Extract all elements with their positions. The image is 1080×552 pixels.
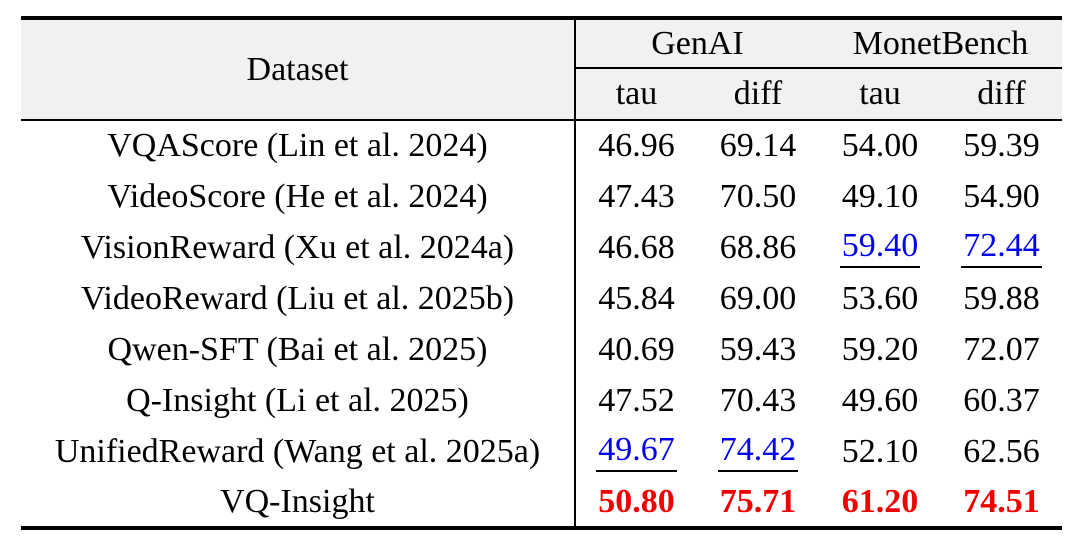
cell-value: 59.88 <box>963 279 1040 317</box>
row-label: VideoScore (He et al. 2024) <box>21 171 576 222</box>
cell-value: 72.07 <box>963 330 1040 368</box>
results-table-container: Dataset GenAI MonetBench tau diff tau di… <box>21 16 1062 530</box>
cell-value: 52.10 <box>841 432 919 470</box>
cell-value: 40.69 <box>598 330 675 368</box>
cell-value: 68.86 <box>719 228 797 266</box>
row-label: Qwen-SFT (Bai et al. 2025) <box>21 324 576 375</box>
table-header: Dataset GenAI MonetBench tau diff tau di… <box>21 18 1062 121</box>
cell-value: 49.10 <box>841 177 919 215</box>
column-header-dataset: Dataset <box>21 18 576 121</box>
cell-value: 59.20 <box>841 330 919 368</box>
underlined-value: 49.67 <box>596 431 677 473</box>
table-row-q-insight: Q-Insight (Li et al. 2025) 47.52 70.43 4… <box>21 375 1062 426</box>
table-body: VQAScore (Lin et al. 2024) 46.96 69.14 5… <box>21 120 1062 528</box>
table-row-videoreward: VideoReward (Liu et al. 2025b) 45.84 69.… <box>21 273 1062 324</box>
row-label: VideoReward (Liu et al. 2025b) <box>21 273 576 324</box>
cell-value-best: 61.20 <box>841 482 919 520</box>
cell-value-second-best: 49.67 <box>575 426 697 477</box>
header-group-row: Dataset GenAI MonetBench <box>21 18 1062 121</box>
cell-value-second-best: 59.40 <box>819 222 941 273</box>
underlined-value: 74.42 <box>717 431 799 473</box>
underlined-value: 59.40 <box>839 227 921 269</box>
results-table: Dataset GenAI MonetBench tau diff tau di… <box>21 16 1062 530</box>
cell-value: 54.00 <box>841 127 919 164</box>
column-header-monetbench-diff: diff <box>941 68 1062 121</box>
cell-value: 46.68 <box>598 228 675 266</box>
table-row-unifiedreward: UnifiedReward (Wang et al. 2025a) 49.67 … <box>21 426 1062 477</box>
table-row-vq-insight: VQ-Insight 50.80 75.71 61.20 74.51 <box>21 477 1062 528</box>
column-group-monetbench: MonetBench <box>819 18 1062 69</box>
cell-value: 70.43 <box>719 381 797 419</box>
cell-value: 47.52 <box>598 381 675 419</box>
cell-value: 45.84 <box>598 279 675 317</box>
row-label: VQAScore (Lin et al. 2024) <box>21 120 576 171</box>
cell-value-second-best: 74.42 <box>697 426 819 477</box>
column-header-monetbench-tau: tau <box>819 68 941 121</box>
row-label: UnifiedReward (Wang et al. 2025a) <box>21 426 576 477</box>
row-label: VQ-Insight <box>21 477 576 528</box>
row-label: Q-Insight (Li et al. 2025) <box>21 375 576 426</box>
underlined-value: 72.44 <box>961 227 1042 269</box>
row-label: VisionReward (Xu et al. 2024a) <box>21 222 576 273</box>
column-group-genai: GenAI <box>575 18 819 69</box>
cell-value: 47.43 <box>598 177 675 215</box>
column-header-genai-tau: tau <box>575 68 697 121</box>
cell-value: 69.00 <box>719 279 797 317</box>
cell-value: 46.96 <box>598 127 675 164</box>
cell-value: 70.50 <box>719 177 797 215</box>
table-row-qwen-sft: Qwen-SFT (Bai et al. 2025) 40.69 59.43 5… <box>21 324 1062 375</box>
table-row-videoscore: VideoScore (He et al. 2024) 47.43 70.50 … <box>21 171 1062 222</box>
cell-value-best: 74.51 <box>963 482 1040 520</box>
cell-value: 53.60 <box>841 279 919 317</box>
cell-value-best: 50.80 <box>598 482 675 520</box>
cell-value-second-best: 72.44 <box>941 222 1062 273</box>
header-subcolumn-row: tau diff tau diff <box>21 68 1062 121</box>
column-header-genai-diff: diff <box>697 68 819 121</box>
cell-value-best: 75.71 <box>719 482 797 520</box>
cell-value: 62.56 <box>963 432 1040 470</box>
cell-value: 60.37 <box>963 381 1040 419</box>
cell-value: 69.14 <box>719 127 797 164</box>
table-row-vqascore: VQAScore (Lin et al. 2024) 46.96 69.14 5… <box>21 120 1062 171</box>
cell-value: 59.39 <box>963 127 1040 164</box>
cell-value: 49.60 <box>841 381 919 419</box>
cell-value: 54.90 <box>963 177 1040 215</box>
table-row-visionreward: VisionReward (Xu et al. 2024a) 46.68 68.… <box>21 222 1062 273</box>
cell-value: 59.43 <box>719 330 797 368</box>
